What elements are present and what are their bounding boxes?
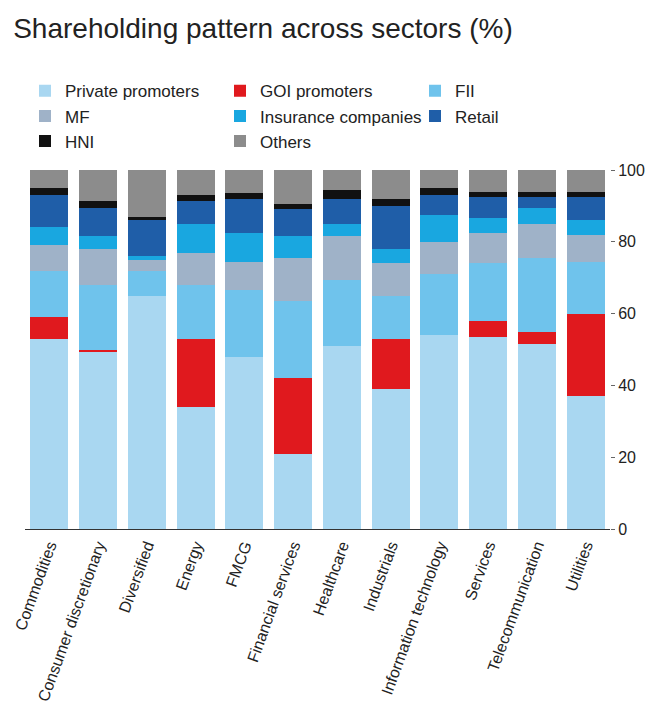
svg-text:Information technology: Information technology [378,539,449,697]
svg-text:Insurance companies: Insurance companies [260,108,422,127]
svg-text:FMCG: FMCG [223,539,255,589]
svg-text:Shareholding pattern across se: Shareholding pattern across sectors (%) [13,13,513,44]
svg-text:GOI promoters: GOI promoters [260,82,372,101]
svg-text:100: 100 [618,162,645,179]
svg-text:MF: MF [65,108,90,127]
svg-text:20: 20 [618,449,636,466]
svg-text:FII: FII [455,82,475,101]
svg-text:Healthcare: Healthcare [310,539,352,618]
svg-text:HNI: HNI [65,133,94,152]
svg-text:Others: Others [260,133,311,152]
svg-text:Consumer discretionary: Consumer discretionary [35,539,109,704]
svg-text:Retail: Retail [455,108,498,127]
svg-text:Financial services: Financial services [244,539,303,664]
svg-text:Industrials: Industrials [360,539,401,613]
svg-text:80: 80 [618,233,636,250]
svg-text:Telecommunication: Telecommunication [484,539,547,674]
svg-text:Services: Services [462,539,499,602]
svg-text:60: 60 [618,305,636,322]
svg-text:Private promoters: Private promoters [65,82,199,101]
svg-text:Commodities: Commodities [12,539,60,633]
svg-text:Utilities: Utilities [562,539,596,593]
svg-text:Diversified: Diversified [116,539,158,615]
svg-text:40: 40 [618,377,636,394]
svg-text:0: 0 [618,521,627,538]
svg-text:Energy: Energy [173,539,206,592]
